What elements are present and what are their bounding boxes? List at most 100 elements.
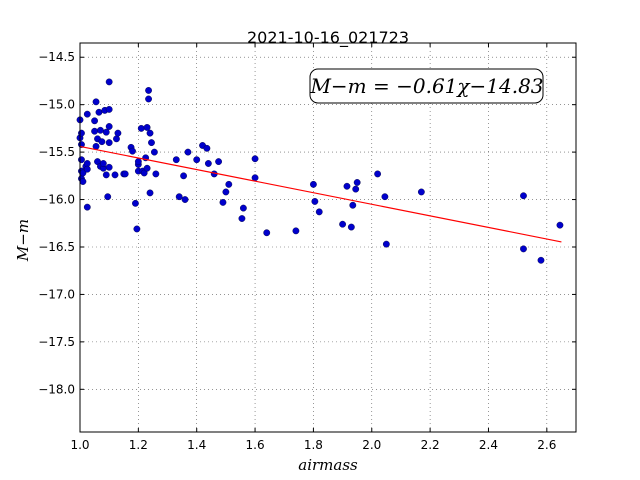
data-points — [76, 78, 564, 264]
data-point — [193, 156, 201, 164]
data-point — [292, 227, 300, 235]
data-point — [381, 193, 389, 201]
x-tick-label: 1.0 — [70, 438, 89, 452]
data-point — [520, 192, 527, 200]
chart-title: 2021-10-16_021723 — [247, 28, 409, 48]
data-point — [239, 204, 247, 212]
data-point — [104, 193, 112, 201]
data-point — [343, 182, 351, 190]
data-point — [315, 208, 323, 216]
data-point — [184, 148, 192, 156]
data-point — [92, 98, 100, 106]
data-point — [150, 148, 158, 156]
data-point — [251, 174, 259, 182]
data-point — [349, 201, 357, 209]
data-point — [215, 158, 222, 165]
x-tick-label: 2.0 — [362, 438, 381, 452]
data-point — [83, 203, 91, 211]
data-point — [374, 170, 381, 178]
y-axis-label: M−m — [14, 219, 32, 262]
data-point — [225, 180, 233, 188]
x-tick-label: 2.6 — [537, 438, 556, 452]
data-point — [113, 135, 120, 143]
data-point — [347, 223, 355, 231]
data-point — [222, 188, 230, 196]
data-point — [310, 180, 317, 188]
data-point — [143, 124, 151, 131]
data-point — [121, 170, 129, 178]
data-point — [132, 199, 139, 207]
data-point — [219, 198, 227, 206]
y-tick-label: −14.5 — [38, 50, 75, 64]
data-point — [134, 158, 142, 165]
data-point — [105, 139, 113, 147]
y-tick-label: −18.0 — [38, 382, 75, 396]
data-point — [133, 225, 141, 233]
x-axis-label: airmass — [298, 456, 358, 474]
data-point — [98, 138, 106, 146]
data-point — [137, 124, 145, 132]
x-tick-label: 1.4 — [187, 438, 206, 452]
y-axis-ticks: −14.5 −15.0 −15.5 −16.0 −16.5 −17.0 −17.5 −18.0 — [38, 50, 576, 396]
y-tick-label: −17.0 — [38, 287, 75, 301]
data-point — [143, 164, 151, 172]
data-point — [105, 163, 113, 171]
data-point — [353, 179, 361, 186]
gridlines — [80, 43, 576, 432]
y-tick-label: −15.5 — [38, 145, 75, 159]
data-point — [204, 160, 212, 167]
x-tick-label: 1.6 — [246, 438, 265, 452]
data-point — [172, 156, 180, 164]
annotation-box — [309, 68, 544, 104]
data-point — [148, 139, 155, 147]
fit-equation: M−m = −0.61χ−14.83 — [309, 74, 543, 98]
data-point — [152, 170, 160, 178]
data-point — [78, 156, 85, 164]
data-point — [556, 221, 564, 229]
data-point — [145, 95, 152, 103]
data-point — [102, 171, 110, 179]
data-point — [263, 229, 271, 237]
data-point — [352, 185, 360, 193]
x-tick-label: 2.2 — [421, 438, 440, 452]
data-point — [105, 106, 113, 113]
data-point — [78, 129, 85, 137]
data-point — [203, 144, 211, 152]
y-tick-label: −15.0 — [38, 98, 75, 112]
x-tick-label: 1.8 — [304, 438, 323, 452]
data-point — [83, 110, 91, 118]
data-point — [99, 160, 107, 167]
data-point — [95, 108, 103, 116]
data-point — [105, 123, 113, 130]
x-tick-label: 2.4 — [479, 438, 498, 452]
y-tick-label: −16.0 — [38, 193, 75, 207]
data-point — [105, 78, 113, 86]
data-point — [91, 117, 98, 125]
y-tick-label: −16.5 — [38, 240, 75, 254]
data-point — [146, 189, 154, 197]
x-tick-label: 1.2 — [129, 438, 148, 452]
fit-line — [79, 145, 562, 243]
data-point — [181, 196, 189, 203]
data-point — [339, 220, 346, 228]
data-point — [146, 129, 154, 137]
data-point — [129, 147, 136, 155]
data-point — [537, 256, 545, 264]
data-point — [111, 171, 119, 179]
data-point — [102, 128, 110, 136]
data-point — [175, 193, 183, 201]
data-point — [382, 240, 390, 248]
data-point — [238, 215, 246, 222]
data-point — [114, 129, 122, 137]
data-point — [79, 178, 87, 185]
data-point — [417, 188, 425, 196]
plot-frame — [79, 42, 577, 433]
data-point — [145, 87, 152, 94]
data-point — [251, 155, 259, 163]
data-point — [311, 198, 319, 205]
data-point — [91, 127, 98, 135]
data-point — [83, 165, 91, 173]
data-point — [83, 160, 91, 167]
y-tick-label: −17.5 — [38, 335, 75, 349]
